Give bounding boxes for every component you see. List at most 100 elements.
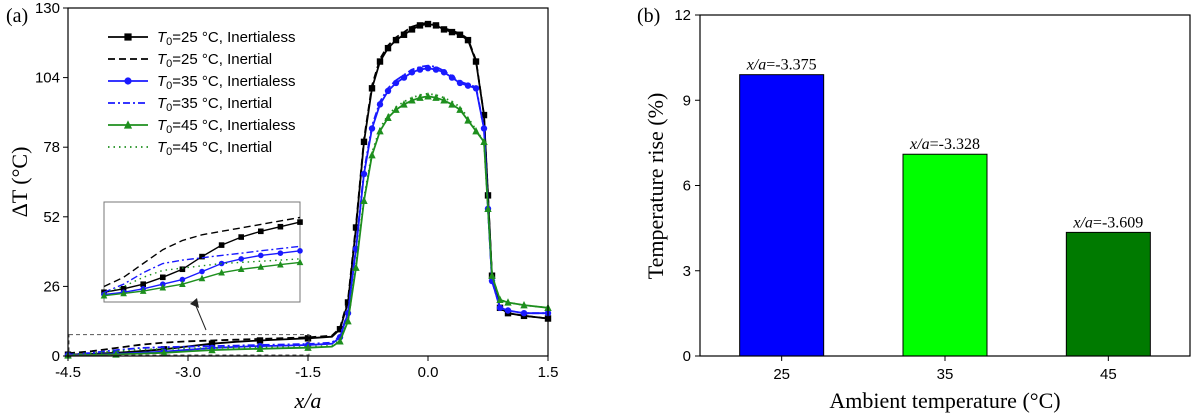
marker-circle — [179, 276, 186, 283]
legend-entry: T0=45 °C, Inertial — [108, 139, 272, 158]
bar-annotation-value: =-3.328 — [930, 136, 980, 153]
legend-label-text: =25 °C, Inertialess — [172, 29, 295, 46]
legend-label-subscript: 0 — [166, 36, 172, 48]
inset-series — [103, 245, 301, 293]
marker-square — [416, 22, 424, 29]
marker-triangle — [360, 196, 368, 204]
x-axis-title-a: x/a — [294, 388, 322, 413]
marker-circle — [392, 79, 400, 87]
inset-series — [101, 219, 303, 296]
marker-circle — [277, 250, 284, 256]
x-tick-label-b: 35 — [937, 366, 954, 383]
x-tick-label-a: -4.5 — [55, 364, 81, 381]
marker-square — [432, 22, 440, 29]
legend-label-text: =45 °C, Inertial — [172, 139, 272, 156]
legend-label-var: T — [157, 139, 168, 156]
legend-entry: T0=45 °C, Inertialess — [108, 117, 295, 136]
legend-entry: T0=35 °C, Inertial — [108, 95, 272, 114]
legend-entry: T0=35 °C, Inertialess — [108, 73, 295, 92]
legend-entry: T0=25 °C, Inertialess — [108, 29, 295, 48]
legend-label-var: T — [157, 29, 168, 46]
inset-series — [100, 258, 304, 299]
marker-triangle — [100, 291, 108, 299]
legend-label-var: T — [157, 95, 168, 112]
marker-triangle — [400, 100, 408, 108]
y-axis-title-b: Temperature rise (%) — [643, 93, 668, 280]
x-tick-label-a: -3.0 — [175, 364, 201, 381]
marker-triangle — [352, 263, 360, 271]
y-tick-label-a: 26 — [43, 278, 60, 295]
marker-square — [179, 266, 186, 273]
y-tick-label-a: 104 — [35, 70, 60, 87]
series-path — [67, 64, 548, 356]
marker-triangle — [392, 105, 400, 113]
y-tick-label-a: 0 — [52, 348, 60, 365]
marker-square — [424, 20, 432, 28]
y-tick-label-b: 0 — [683, 348, 691, 365]
bar-annotation-var: x/a — [746, 57, 767, 74]
legend-label: T0=35 °C, Inertialess — [157, 73, 295, 92]
legend-label-subscript: 0 — [166, 102, 172, 114]
y-tick-label-a: 52 — [43, 209, 60, 226]
panel-label-a: (a) — [6, 5, 28, 27]
marker-square — [400, 31, 408, 38]
marker-circle — [258, 252, 264, 259]
y-tick-label-b: 9 — [683, 92, 691, 109]
marker-triangle — [520, 300, 528, 309]
x-tick-label-a: 0.0 — [418, 364, 439, 381]
marker-triangle — [257, 263, 265, 270]
x-tick-label-b: 45 — [1100, 366, 1117, 383]
legend-label-text: =35 °C, Inertialess — [172, 73, 295, 90]
marker-circle — [124, 77, 132, 85]
marker-circle — [199, 268, 205, 275]
marker-triangle — [488, 271, 496, 279]
marker-square — [160, 274, 166, 281]
bar — [739, 74, 825, 357]
marker-triangle — [440, 96, 448, 104]
marker-triangle — [424, 92, 432, 100]
bar-annotation-value: =-3.609 — [1093, 214, 1143, 231]
marker-triangle — [472, 126, 480, 135]
legend-label: T0=45 °C, Inertial — [157, 139, 272, 158]
x-tick-label-b: 25 — [773, 366, 790, 383]
legend-label: T0=25 °C, Inertial — [157, 51, 272, 70]
marker-triangle — [336, 337, 344, 345]
marker-square — [238, 234, 244, 240]
marker-triangle — [416, 93, 424, 101]
marker-triangle — [484, 204, 492, 212]
marker-triangle — [504, 298, 512, 306]
marker-square — [277, 223, 284, 230]
marker-square — [124, 33, 132, 41]
y-tick-label-b: 3 — [683, 263, 691, 280]
inset-arrow-shaft — [195, 305, 207, 331]
marker-triangle — [496, 295, 504, 303]
marker-triangle — [277, 260, 284, 268]
bar — [902, 153, 988, 357]
y-tick-label-a: 78 — [43, 139, 60, 156]
marker-triangle — [120, 289, 127, 297]
series-line — [64, 20, 552, 358]
marker-square — [456, 31, 464, 38]
series-line — [67, 21, 549, 355]
marker-triangle — [448, 100, 456, 108]
legend-label: T0=35 °C, Inertial — [157, 95, 272, 114]
marker-circle — [496, 304, 504, 312]
marker-square — [480, 111, 488, 119]
inset-series — [101, 248, 303, 298]
marker-square — [336, 326, 344, 333]
bar — [1065, 231, 1151, 357]
marker-square — [199, 253, 205, 260]
legend-label-subscript: 0 — [166, 80, 172, 92]
marker-circle — [297, 248, 303, 254]
legend-label-subscript: 0 — [166, 58, 172, 70]
bar-annotation: x/a=-3.328 — [909, 136, 980, 153]
marker-square — [208, 340, 216, 347]
marker-square — [440, 26, 448, 33]
marker-triangle — [376, 126, 384, 135]
marker-triangle — [218, 268, 225, 276]
legend-label-var: T — [157, 117, 168, 134]
series-line — [67, 92, 549, 356]
series-line — [67, 64, 548, 356]
marker-triangle — [139, 287, 147, 294]
